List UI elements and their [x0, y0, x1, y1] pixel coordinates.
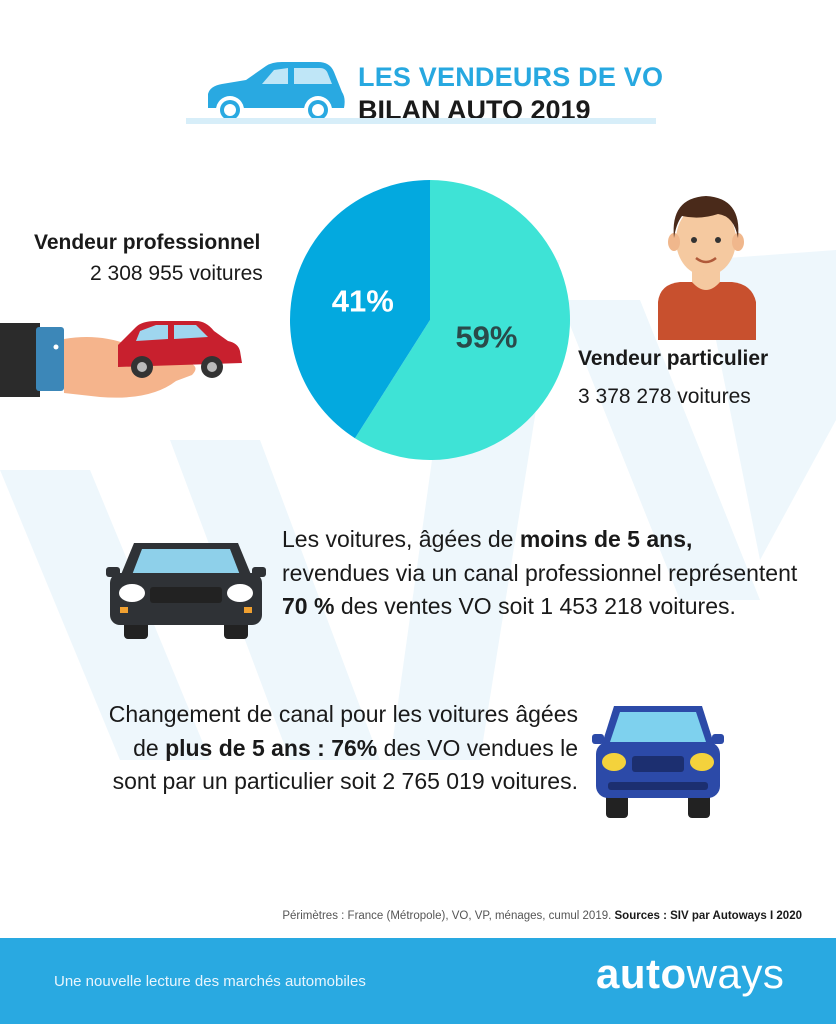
car-header-icon [208, 62, 345, 124]
footer-tagline: Une nouvelle lecture des marchés automob… [54, 973, 366, 990]
car-front-dark-icon [106, 543, 266, 639]
private-seller-count: 3 378 278 voitures [578, 385, 751, 408]
title-underline [186, 118, 656, 124]
title-line-1: LES VENDEURS DE VO [358, 62, 664, 92]
footer-bar [0, 938, 836, 1024]
pie-label-professionnel: 41% [332, 283, 394, 318]
source-note: Périmètres : France (Métropole), VO, VP,… [282, 910, 802, 922]
pie-label-particulier: 59% [455, 319, 517, 354]
paragraph-older-cars: Changement de canal pour les voitures âg… [108, 701, 578, 794]
pro-seller-label: Vendeur professionnel [34, 231, 261, 254]
person-avatar-icon [658, 196, 756, 340]
pro-seller-count: 2 308 955 voitures [90, 262, 263, 285]
pie-slice-professionnel [290, 180, 430, 439]
pie-chart: 59% 41% [290, 180, 570, 460]
hand-with-car-icon [0, 321, 242, 398]
pie-slice-particulier [354, 180, 570, 460]
paragraph-recent-cars: Les voitures, âgées de moins de 5 ans, r… [282, 526, 798, 619]
car-front-blue-icon [592, 706, 724, 818]
autoways-logo: autoways [596, 950, 785, 997]
private-seller-label: Vendeur particulier [578, 347, 769, 370]
